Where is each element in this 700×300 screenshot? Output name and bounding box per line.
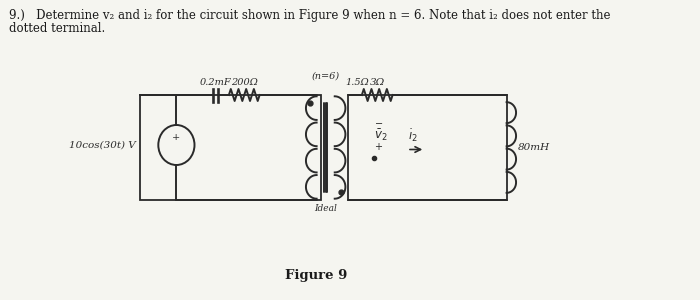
Text: 80mH: 80mH — [517, 143, 550, 152]
Text: +: + — [374, 142, 382, 152]
Text: −: − — [374, 118, 383, 128]
Text: 10cos(30t) V: 10cos(30t) V — [69, 140, 136, 149]
Text: 9.)   Determine v₂ and i₂ for the circuit shown in Figure 9 when n = 6. Note tha: 9.) Determine v₂ and i₂ for the circuit … — [9, 9, 610, 22]
Text: 3Ω: 3Ω — [370, 78, 385, 87]
Text: +: + — [172, 133, 181, 142]
Text: dotted terminal.: dotted terminal. — [9, 22, 105, 35]
Text: Ideal: Ideal — [314, 204, 337, 213]
Text: (n=6): (n=6) — [312, 72, 340, 81]
Text: 1.5Ω: 1.5Ω — [346, 78, 370, 87]
Bar — [140, 95, 321, 200]
Text: Figure 9: Figure 9 — [286, 269, 348, 282]
Text: 0.2mF: 0.2mF — [199, 78, 231, 87]
Bar — [349, 95, 507, 200]
Text: $\bar{v}_2$: $\bar{v}_2$ — [374, 128, 387, 143]
Text: $\dot{\imath}_2$: $\dot{\imath}_2$ — [407, 127, 417, 143]
Text: 200Ω: 200Ω — [231, 78, 258, 87]
